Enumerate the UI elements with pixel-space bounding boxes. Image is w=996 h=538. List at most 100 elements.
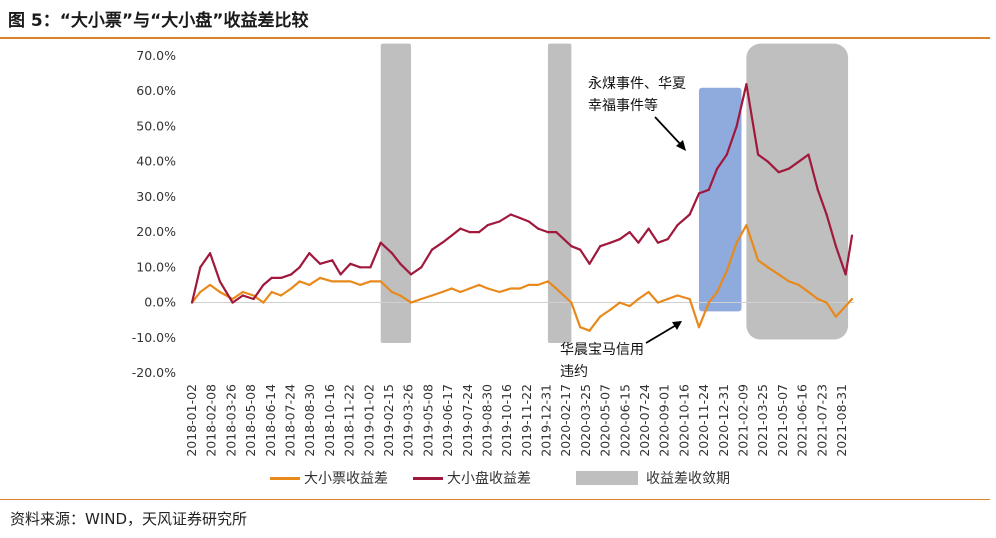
point-small-cap — [231, 301, 234, 304]
x-axis: 2018-01-02 2018-02-08 2018-03-26 2018-05-08… — [184, 384, 849, 457]
point-small-ticket — [834, 315, 837, 318]
point-small-ticket — [757, 259, 760, 262]
x-tick-label: 2019-12-31 — [539, 384, 554, 457]
figure-title: 图 5：“大小票”与“大小盘”收益差比较 — [8, 11, 309, 31]
x-tick-label: 2021-08-31 — [834, 384, 849, 457]
x-tick-label: 2018-01-02 — [184, 384, 199, 457]
x-tick-label: 2020-06-15 — [617, 384, 632, 457]
point-small-ticket — [369, 280, 372, 283]
point-small-cap — [409, 273, 413, 276]
point-small-cap — [450, 234, 453, 237]
y-axis: 70.0% 60.0% 50.0% 40.0% 30.0% 20.0% 10.0% 0.0% -… — [132, 48, 176, 380]
x-tick-label: 2019-08-30 — [479, 384, 494, 457]
convergence-region — [746, 43, 849, 340]
point-small-ticket — [270, 290, 273, 294]
point-small-ticket — [816, 297, 819, 301]
point-small-ticket — [349, 280, 352, 283]
point-small-ticket — [318, 276, 322, 279]
convergence-region — [547, 43, 572, 344]
x-tick-label: 2019-06-17 — [440, 384, 455, 457]
point-small-cap — [777, 171, 780, 174]
x-tick-label: 2021-03-25 — [755, 384, 770, 457]
x-tick-label: 2020-07-24 — [637, 384, 652, 457]
point-small-ticket — [825, 301, 828, 304]
point-small-cap — [757, 153, 760, 156]
shaded-regions — [380, 43, 849, 344]
legend-label: 收益差收敛期 — [646, 471, 730, 487]
point-small-cap — [797, 160, 800, 163]
point-small-cap — [546, 231, 550, 234]
point-small-cap — [308, 252, 311, 255]
x-tick-label: 2020-11-24 — [696, 384, 711, 457]
point-small-ticket — [850, 297, 854, 301]
x-tick-label: 2020-02-17 — [558, 384, 573, 457]
x-tick-label: 2020-05-07 — [598, 384, 613, 457]
point-small-cap — [379, 241, 382, 244]
point-small-cap — [707, 188, 710, 191]
x-tick-label: 2018-03-26 — [223, 384, 238, 457]
point-small-cap — [262, 283, 265, 287]
point-small-ticket — [588, 329, 591, 332]
point-small-cap — [656, 241, 660, 244]
x-tick-label: 2020-03-25 — [578, 384, 593, 457]
point-small-ticket — [430, 294, 434, 297]
point-small-ticket — [279, 294, 283, 297]
annotation-top-arrowhead — [676, 140, 686, 151]
x-tick-label: 2018-06-14 — [263, 384, 278, 457]
point-small-cap — [349, 262, 352, 265]
annotation-bottom-line1: 华晨宝马信用 — [560, 342, 644, 358]
point-small-cap — [208, 252, 212, 255]
point-small-ticket — [518, 287, 522, 290]
point-small-ticket — [498, 290, 501, 294]
x-tick-label: 2021-05-07 — [775, 384, 790, 457]
x-tick-label: 2020-12-31 — [716, 384, 731, 457]
point-small-cap — [518, 216, 522, 220]
y-tick-label: 50.0% — [136, 118, 176, 133]
point-small-ticket — [241, 290, 244, 294]
x-tick-label: 2019-03-26 — [401, 384, 416, 457]
point-small-ticket — [450, 287, 453, 290]
point-small-ticket — [807, 290, 810, 294]
point-small-ticket — [379, 280, 382, 283]
point-small-cap — [588, 262, 591, 265]
point-small-cap — [745, 83, 748, 86]
x-tick-label: 2018-05-08 — [243, 384, 258, 457]
annotation-top-line2: 幸福事件等 — [588, 97, 658, 114]
point-small-ticket — [262, 301, 265, 304]
point-small-cap — [816, 188, 819, 191]
point-small-ticket — [777, 273, 780, 276]
y-tick-label: -10.0% — [132, 330, 176, 345]
x-tick-label: 2018-10-16 — [322, 384, 337, 457]
legend-swatch-orange — [270, 476, 300, 480]
point-small-ticket — [537, 283, 540, 287]
point-small-cap — [715, 167, 719, 170]
x-tick-label: 2021-07-23 — [814, 384, 829, 457]
point-small-ticket — [527, 283, 530, 287]
point-small-ticket — [637, 297, 640, 301]
point-small-cap — [318, 262, 322, 265]
point-small-cap — [331, 259, 334, 262]
point-small-cap — [468, 231, 471, 234]
x-tick-label: 2018-08-30 — [302, 384, 317, 457]
annotation-bottom-arrowhead — [672, 321, 682, 330]
x-tick-label: 2019-11-22 — [519, 384, 534, 457]
point-small-cap — [252, 297, 255, 301]
point-small-cap — [420, 266, 423, 269]
point-small-cap — [369, 266, 372, 269]
x-tick-label: 2019-05-08 — [420, 384, 435, 457]
x-tick-label: 2019-07-24 — [460, 384, 475, 457]
point-small-ticket — [579, 326, 582, 329]
x-tick-label: 2019-02-15 — [381, 384, 396, 457]
point-small-cap — [688, 213, 691, 216]
legend-item-small-cap: 大小盘收益差 — [413, 468, 531, 488]
point-small-ticket — [308, 283, 311, 287]
point-small-ticket — [797, 283, 800, 287]
annotation-top-line1: 永煤事件、华夏 — [588, 76, 686, 92]
point-small-cap — [844, 273, 847, 276]
x-tick-label: 2021-02-09 — [736, 384, 751, 457]
point-small-ticket — [359, 283, 362, 287]
x-tick-label: 2021-06-16 — [795, 384, 810, 457]
annotation-top-arrow — [654, 116, 684, 148]
point-small-ticket — [656, 301, 660, 304]
point-small-ticket — [486, 287, 489, 290]
